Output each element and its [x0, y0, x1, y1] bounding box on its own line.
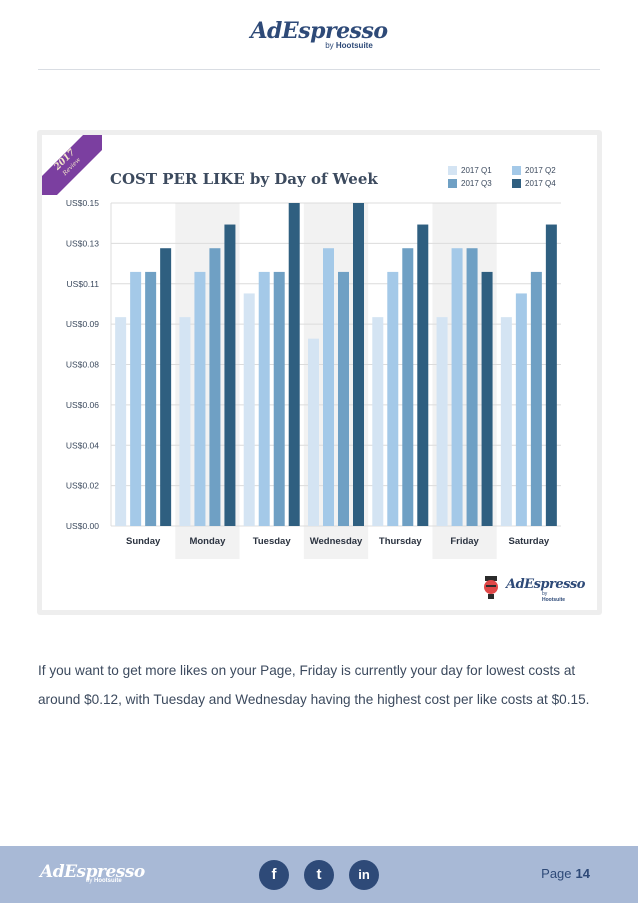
- legend-item: 2017 Q1: [448, 165, 492, 177]
- legend-item: 2017 Q4: [512, 178, 556, 190]
- bar: [466, 248, 478, 526]
- card-logo-wordmark: AdEspresso: [506, 577, 585, 592]
- footer-logo: AdEspresso by Hootsuite: [40, 862, 145, 884]
- brand-tagline: by Hootsuite: [325, 41, 373, 50]
- bar: [288, 203, 300, 526]
- bar: [372, 317, 384, 526]
- mascot-icon: [484, 576, 498, 599]
- card-logo-tagline: by Hootsuite: [542, 591, 566, 603]
- bar: [451, 248, 463, 526]
- bar: [224, 224, 236, 526]
- bar: [308, 338, 319, 526]
- bar: [417, 224, 429, 526]
- x-tick-label: Tuesday: [253, 536, 292, 547]
- bar: [545, 224, 557, 526]
- bar: [160, 248, 172, 526]
- chart-title: COST PER LIKE by Day of Week: [110, 170, 378, 188]
- y-tick-label: US$0.15: [66, 198, 99, 208]
- bar: [115, 317, 127, 526]
- bar: [130, 271, 142, 526]
- linkedin-icon[interactable]: in: [349, 860, 379, 890]
- legend-swatch: [512, 166, 521, 176]
- legend-swatch: [448, 179, 457, 189]
- bar: [353, 203, 364, 526]
- review-ribbon: 2017 Review: [42, 135, 102, 195]
- bar: [515, 293, 527, 526]
- ribbon-word: Review: [61, 156, 83, 178]
- footer-logo-tagline: by Hootsuite: [86, 878, 122, 884]
- twitter-icon[interactable]: t: [304, 860, 334, 890]
- legend-swatch: [448, 166, 457, 176]
- y-tick-label: US$0.04: [66, 440, 99, 450]
- x-tick-label: Sunday: [126, 536, 161, 547]
- bar: [500, 317, 512, 526]
- bar: [530, 271, 542, 526]
- bar: [387, 271, 399, 526]
- bar: [258, 271, 270, 526]
- bar: [209, 248, 221, 526]
- bar: [145, 271, 157, 526]
- bar: [436, 317, 448, 526]
- x-tick-label: Monday: [189, 536, 226, 547]
- footer-logo-wordmark: AdEspresso: [40, 862, 145, 882]
- body-paragraph: If you want to get more likes on your Pa…: [38, 663, 590, 707]
- y-tick-label: US$0.00: [66, 521, 99, 531]
- bar: [402, 248, 414, 526]
- header-divider: [38, 69, 600, 70]
- bar: [338, 271, 349, 526]
- x-tick-label: Friday: [450, 536, 479, 547]
- bar: [323, 248, 334, 526]
- bar: [481, 271, 493, 526]
- footer-bar: AdEspresso by Hootsuite f t in Page 14: [0, 846, 638, 903]
- facebook-icon[interactable]: f: [259, 860, 289, 890]
- y-tick-label: US$0.11: [67, 279, 100, 289]
- x-tick-label: Thursday: [379, 536, 422, 547]
- x-tick-label: Saturday: [509, 536, 550, 547]
- bar-chart: US$0.00 US$0.02 US$0.04 US$0.06 US$0.08 US$0.…: [66, 198, 561, 559]
- legend-item: 2017 Q3: [448, 178, 492, 190]
- y-tick-label: US$0.06: [66, 400, 99, 410]
- y-tick-label: US$0.02: [66, 481, 99, 491]
- chart-legend: 2017 Q1 2017 Q2 2017 Q3 2017 Q4: [448, 165, 588, 191]
- bar: [243, 293, 255, 526]
- x-tick-label: Wednesday: [310, 536, 363, 547]
- bar: [179, 317, 191, 526]
- y-tick-label: US$0.09: [66, 319, 99, 329]
- header-logo: AdEspresso by Hootsuite: [0, 18, 638, 50]
- y-tick-label: US$0.08: [66, 360, 99, 370]
- brand-wordmark: AdEspresso: [250, 18, 388, 44]
- bar: [273, 271, 285, 526]
- bar: [194, 271, 206, 526]
- legend-swatch: [512, 179, 521, 189]
- legend-item: 2017 Q2: [512, 165, 556, 177]
- y-tick-label: US$0.13: [66, 238, 99, 248]
- page-number: Page 14: [541, 866, 590, 881]
